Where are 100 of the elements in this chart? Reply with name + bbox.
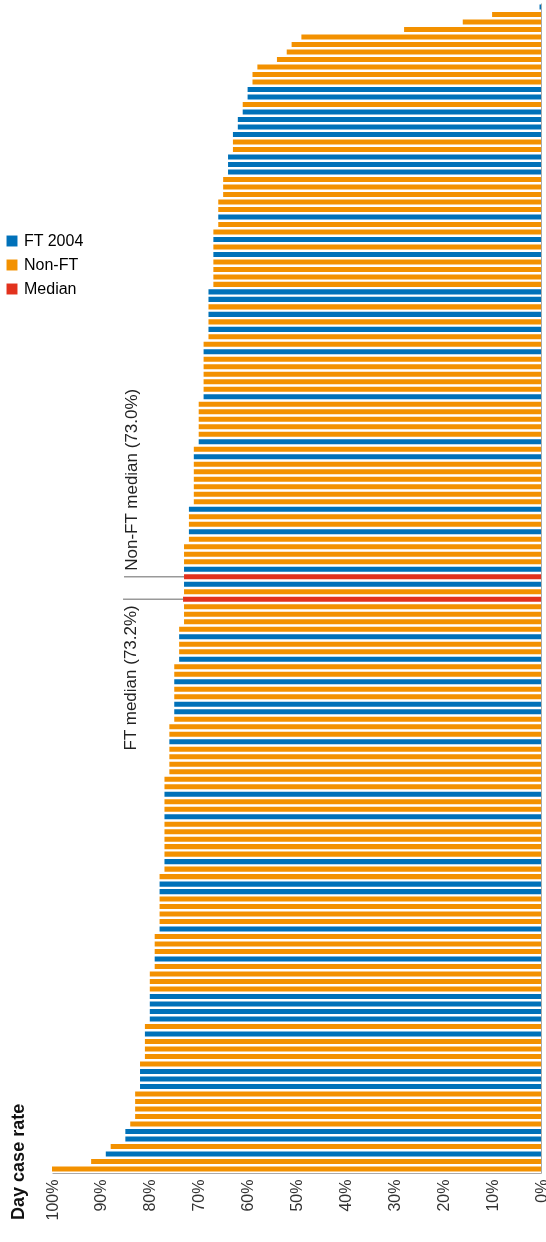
bar — [149, 986, 541, 992]
bar — [135, 1106, 541, 1112]
bar — [174, 671, 541, 677]
legend-label: Non-FT — [24, 256, 79, 273]
text: Day case rate — [8, 1103, 28, 1220]
bar — [188, 514, 541, 520]
bar — [218, 221, 541, 227]
bar — [213, 236, 541, 242]
bar — [208, 326, 541, 332]
bar — [213, 251, 541, 257]
bar — [252, 71, 541, 77]
bar — [125, 1128, 541, 1135]
x-tick-label: 40% — [336, 1179, 354, 1212]
bar — [110, 1143, 541, 1150]
bar — [125, 1136, 541, 1142]
bar — [193, 499, 541, 505]
bar — [286, 49, 541, 55]
bar — [149, 1009, 541, 1015]
x-tick-label: 60% — [239, 1179, 257, 1212]
bar — [174, 709, 541, 715]
bar — [198, 439, 541, 445]
bar — [203, 394, 541, 400]
bar — [159, 904, 541, 910]
bar — [203, 341, 541, 347]
bar — [184, 559, 541, 565]
bar — [149, 971, 541, 977]
bar — [203, 371, 541, 377]
bar — [164, 814, 541, 820]
bar — [144, 1046, 541, 1052]
bar — [208, 334, 541, 340]
bar — [174, 701, 541, 707]
bar — [164, 844, 541, 850]
bar — [276, 56, 541, 62]
bar — [169, 746, 541, 752]
bar — [203, 349, 541, 355]
bar — [193, 484, 541, 490]
bar — [149, 994, 541, 1000]
bar — [130, 1121, 541, 1127]
bar — [237, 124, 541, 130]
bar — [184, 581, 541, 587]
x-tick-label: 50% — [288, 1179, 305, 1212]
bar — [164, 821, 541, 827]
bar — [159, 896, 541, 902]
bar — [159, 889, 541, 895]
bar — [203, 356, 541, 362]
bar — [164, 784, 541, 790]
bar — [179, 641, 541, 647]
bar — [213, 259, 541, 265]
bar — [198, 424, 541, 430]
bar — [291, 41, 541, 48]
bar — [193, 446, 541, 452]
bar — [174, 664, 541, 670]
bar — [188, 506, 541, 512]
bar — [169, 761, 541, 767]
bar — [140, 1076, 541, 1082]
bar — [164, 806, 541, 812]
bar — [149, 1001, 541, 1007]
bar — [223, 191, 541, 197]
bar — [198, 416, 541, 422]
bar — [208, 319, 541, 325]
bar — [159, 926, 541, 932]
bar — [135, 1091, 541, 1097]
bar — [184, 551, 541, 557]
bar — [203, 379, 541, 385]
bar — [213, 281, 541, 287]
bar — [144, 1039, 541, 1045]
bar — [188, 521, 541, 527]
bar — [208, 289, 541, 295]
bar — [164, 791, 541, 797]
bar — [203, 364, 541, 370]
bar — [252, 79, 541, 85]
bar — [179, 634, 541, 640]
bar — [237, 116, 541, 122]
bar — [174, 694, 541, 700]
bar — [179, 626, 541, 632]
bar — [228, 169, 541, 175]
bar — [228, 161, 541, 167]
bar — [149, 1016, 541, 1022]
bar — [135, 1099, 541, 1105]
bar — [257, 64, 541, 70]
bar — [174, 679, 541, 685]
x-tick-label: 80% — [141, 1179, 159, 1212]
bar — [247, 94, 541, 100]
bar — [154, 934, 541, 940]
bar — [193, 476, 541, 482]
bar — [169, 754, 541, 760]
bar — [144, 1031, 541, 1037]
bar — [213, 229, 541, 235]
bar — [228, 154, 541, 160]
bar — [188, 536, 541, 542]
bar — [193, 469, 541, 475]
bar — [184, 574, 541, 580]
bar — [164, 866, 541, 872]
bar — [105, 1151, 541, 1157]
bar — [154, 949, 541, 955]
bar — [208, 296, 541, 302]
bar — [154, 956, 541, 962]
bar — [140, 1084, 541, 1090]
bar — [193, 461, 541, 467]
bar — [164, 829, 541, 835]
